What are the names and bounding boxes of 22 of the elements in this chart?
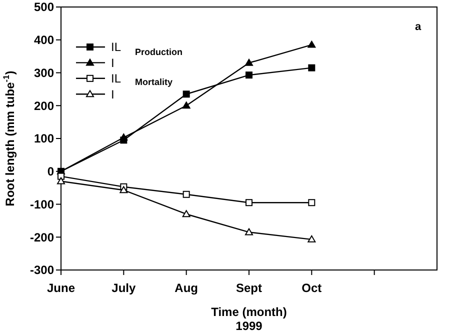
y-tick-label: 200: [34, 98, 54, 113]
x-axis-title: Time (month) 1999: [211, 305, 287, 333]
y-tick-label: -100: [30, 197, 54, 212]
y-tick-label: -200: [30, 230, 54, 244]
x-tick-label: June: [46, 281, 76, 295]
y-tick-label: 300: [34, 66, 54, 80]
annotation: a: [415, 21, 422, 33]
legend-label: IL: [111, 72, 122, 86]
x-tick-label: Aug: [174, 281, 198, 295]
x-tick-label: July: [112, 281, 136, 295]
y-tick-label: -300: [30, 263, 54, 278]
x-tick-label: Oct: [302, 281, 322, 295]
annotation: Mortality: [135, 77, 173, 87]
annotation: Production: [135, 47, 182, 57]
y-tick-label: 500: [34, 0, 54, 14]
x-tick-label: Sept: [236, 281, 262, 295]
legend-label: I: [111, 56, 114, 70]
y-tick-label: 0: [47, 164, 54, 179]
legend-label: I: [111, 87, 114, 102]
y-tick-label: 100: [34, 132, 54, 146]
legend-label: IL: [111, 40, 122, 54]
y-tick-label: 400: [34, 33, 54, 48]
